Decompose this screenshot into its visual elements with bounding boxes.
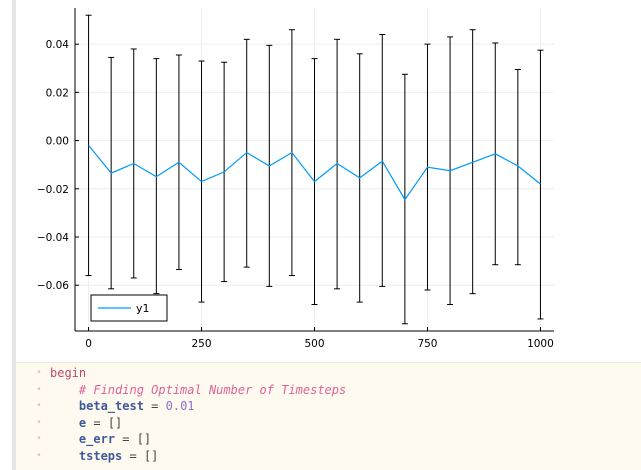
code-token: e_err [78,432,116,446]
code-token: 0.01 [165,399,195,413]
code-line[interactable]: • begin [16,365,641,382]
code-line[interactable]: • beta_test = 0.01 [16,398,641,415]
code-token: = [] [115,432,152,446]
code-line-text: # Finding Optimal Number of Timesteps [50,382,346,399]
cell-left-rail [12,0,16,470]
code-line[interactable]: • e_err = [] [16,431,641,448]
line-gutter-dot: • [36,401,42,411]
code-line-text: begin [50,365,86,382]
code-token: beta_test [78,399,144,413]
code-line-text: e_err = [] [50,431,151,448]
y-tick-label: 0.00 [46,136,69,148]
x-tick-label: 250 [192,338,212,350]
y-tick-label: −0.06 [37,280,69,292]
code-editor-cell[interactable]: • begin • # Finding Optimal Number of Time… [16,362,641,470]
code-token: tsteps [78,448,123,463]
code-token: # Finding Optimal Number of Timesteps [78,382,347,397]
x-tick-label: 0 [85,338,92,350]
legend: y1 [90,294,168,322]
code-token: = [143,399,166,413]
code-line-text: tsteps = [] [50,448,158,465]
series-lines [88,145,541,201]
code-token [50,399,79,413]
series-line-y1 [88,145,541,201]
y-tick-label: −0.04 [37,232,69,244]
code-token: e [78,415,87,430]
code-token: = [] [122,448,159,463]
code-token: begin [50,366,87,380]
y-tick-label: −0.02 [37,184,69,196]
x-tick-label: 500 [304,338,324,350]
code-token [50,449,79,463]
x-tick-label: 1000 [527,338,554,350]
line-gutter-dot: • [36,434,42,444]
error-bars [85,14,544,325]
code-token [50,416,79,430]
errorbar-line-chart: 0 250 500 750 1000 0.04 0.02 0.00 −0.02 −0.04 −0.0… [37,8,554,350]
line-gutter-dot: • [36,368,42,378]
line-gutter-dot: • [36,384,42,395]
tick-labels: 0 250 500 750 1000 0.04 0.02 0.00 −0.02 −0.04 −0.0… [37,39,554,350]
code-token: = [] [86,415,123,430]
code-line-text: e = [] [50,415,122,432]
code-line[interactable]: • e = [] [16,415,641,432]
code-token [50,383,79,397]
y-tick-label: 0.02 [46,87,69,99]
code-line[interactable]: • # Finding Optimal Number of Timesteps [16,382,641,399]
legend-label: y1 [136,302,150,315]
x-tick-label: 750 [417,338,437,350]
code-token [50,432,79,446]
line-gutter-dot: • [36,417,42,428]
y-tick-label: 0.04 [46,39,70,51]
line-gutter-dot: • [36,450,42,461]
code-line-text: beta_test = 0.01 [50,398,195,415]
plot-output-cell: 0 250 500 750 1000 0.04 0.02 0.00 −0.02 −0.04 −0.0… [16,0,641,362]
code-line[interactable]: • tsteps = [] [16,448,641,465]
axes [74,8,554,332]
